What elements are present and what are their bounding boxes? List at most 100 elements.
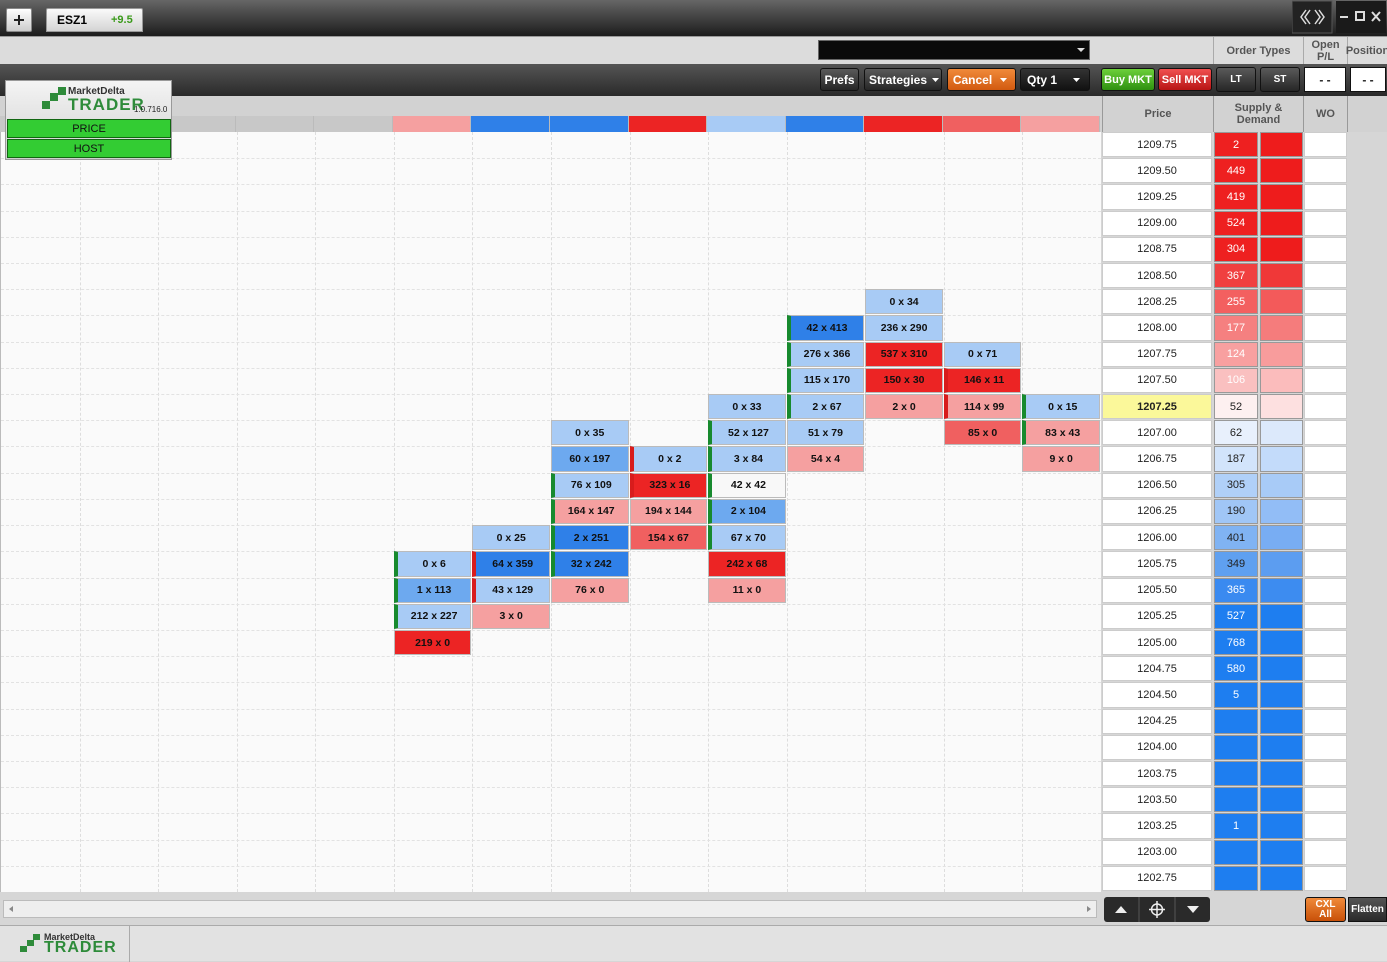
wo-cell[interactable] bbox=[1304, 315, 1347, 341]
wo-cell[interactable] bbox=[1304, 236, 1347, 263]
wo-cell[interactable] bbox=[1304, 577, 1347, 603]
price-cell[interactable]: 1208.50 bbox=[1102, 263, 1212, 289]
footprint-cell: 11 x 0 bbox=[708, 577, 786, 603]
wo-cell[interactable] bbox=[1304, 210, 1347, 236]
wo-cell[interactable] bbox=[1304, 787, 1347, 813]
price-cell[interactable]: 1203.00 bbox=[1102, 839, 1212, 865]
wo-cell[interactable] bbox=[1304, 525, 1347, 551]
wo-cell[interactable] bbox=[1304, 263, 1347, 289]
supply-demand-cell: 62 bbox=[1214, 420, 1258, 446]
lt-button[interactable]: LT bbox=[1216, 67, 1256, 92]
supply-demand-cell: 177 bbox=[1214, 315, 1258, 341]
wo-cell[interactable] bbox=[1304, 551, 1347, 577]
price-ladder: 1209.75 2 1209.50 449 1209.25 419 1209.00 524 12… bbox=[1101, 132, 1387, 892]
price-cell[interactable]: 1208.00 bbox=[1102, 315, 1212, 341]
grid-line bbox=[315, 132, 317, 892]
supply-demand-cell: 401 bbox=[1214, 525, 1258, 551]
price-cell[interactable]: 1204.50 bbox=[1102, 682, 1212, 708]
price-cell[interactable]: 1209.50 bbox=[1102, 158, 1212, 184]
wo-cell[interactable] bbox=[1304, 708, 1347, 734]
price-cell[interactable]: 1209.75 bbox=[1102, 132, 1212, 158]
flatten-button[interactable]: Flatten bbox=[1348, 897, 1387, 922]
wo-cell[interactable] bbox=[1304, 498, 1347, 525]
grid-line bbox=[1, 263, 1101, 265]
supply-demand-bar bbox=[1260, 210, 1303, 236]
account-dropdown[interactable] bbox=[818, 40, 1090, 60]
sell-market-button[interactable]: Sell MKT bbox=[1158, 68, 1212, 91]
wo-cell[interactable] bbox=[1304, 656, 1347, 682]
footprint-cell: 64 x 359 bbox=[472, 551, 550, 577]
wo-cell[interactable] bbox=[1304, 839, 1347, 865]
wo-cell[interactable] bbox=[1304, 760, 1347, 787]
strategies-button[interactable]: Strategies bbox=[864, 68, 942, 91]
price-cell[interactable]: 1203.75 bbox=[1102, 760, 1212, 787]
price-status-button[interactable]: PRICE bbox=[7, 119, 171, 138]
order-types-header: Order Types bbox=[1213, 37, 1303, 64]
cancel-all-button[interactable]: CXL All bbox=[1305, 897, 1346, 922]
price-cell[interactable]: 1206.75 bbox=[1102, 446, 1212, 472]
buy-market-button[interactable]: Buy MKT bbox=[1101, 68, 1155, 91]
wo-cell[interactable] bbox=[1304, 158, 1347, 184]
footprint-cell: 83 x 43 bbox=[1022, 420, 1100, 446]
grid-line bbox=[236, 132, 238, 892]
wo-cell[interactable] bbox=[1304, 289, 1347, 315]
cancel-button[interactable]: Cancel bbox=[947, 68, 1016, 91]
horizontal-scrollbar[interactable] bbox=[3, 900, 1097, 918]
host-status-button[interactable]: HOST bbox=[7, 139, 171, 158]
grid-line bbox=[865, 132, 867, 892]
wo-cell[interactable] bbox=[1304, 813, 1347, 839]
wo-cell[interactable] bbox=[1304, 446, 1347, 472]
price-cell[interactable]: 1206.50 bbox=[1102, 472, 1212, 498]
wo-cell[interactable] bbox=[1304, 472, 1347, 498]
price-cell[interactable]: 1209.00 bbox=[1102, 210, 1212, 236]
price-cell[interactable]: 1207.25 bbox=[1102, 394, 1212, 420]
tab-change: +9.5 bbox=[111, 14, 133, 26]
wo-cell[interactable] bbox=[1304, 865, 1347, 891]
price-cell[interactable]: 1205.75 bbox=[1102, 551, 1212, 577]
price-cell[interactable]: 1207.50 bbox=[1102, 367, 1212, 394]
wo-cell[interactable] bbox=[1304, 394, 1347, 420]
supply-demand-bar bbox=[1260, 472, 1303, 498]
price-cell[interactable]: 1205.25 bbox=[1102, 603, 1212, 629]
wo-cell[interactable] bbox=[1304, 367, 1347, 394]
wo-cell[interactable] bbox=[1304, 184, 1347, 210]
column-header bbox=[785, 116, 865, 132]
supply-demand-bar bbox=[1260, 446, 1303, 472]
wo-cell[interactable] bbox=[1304, 603, 1347, 629]
price-cell[interactable]: 1207.75 bbox=[1102, 341, 1212, 367]
price-cell[interactable]: 1204.75 bbox=[1102, 656, 1212, 682]
st-button[interactable]: ST bbox=[1260, 67, 1300, 92]
qty-button[interactable]: Qty 1 bbox=[1020, 68, 1090, 91]
grid-line bbox=[1, 367, 1101, 369]
supply-demand-cell bbox=[1214, 865, 1258, 891]
price-cell[interactable]: 1203.50 bbox=[1102, 787, 1212, 813]
price-cell[interactable]: 1206.00 bbox=[1102, 525, 1212, 551]
ladder-nav-buttons[interactable] bbox=[1104, 897, 1210, 922]
dropdown-arrow bbox=[1077, 48, 1085, 52]
wo-cell[interactable] bbox=[1304, 682, 1347, 708]
price-cell[interactable]: 1209.25 bbox=[1102, 184, 1212, 210]
price-cell[interactable]: 1207.00 bbox=[1102, 420, 1212, 446]
wo-cell[interactable] bbox=[1304, 629, 1347, 656]
cancel-label: Cancel bbox=[952, 72, 993, 87]
wo-cell[interactable] bbox=[1304, 420, 1347, 446]
price-cell[interactable]: 1208.75 bbox=[1102, 236, 1212, 263]
wo-cell[interactable] bbox=[1304, 734, 1347, 760]
wo-cell[interactable] bbox=[1304, 132, 1347, 158]
add-tab-button[interactable] bbox=[6, 8, 32, 32]
symbol-tab[interactable]: ESZ1 +9.5 bbox=[46, 8, 143, 32]
prefs-button[interactable]: Prefs bbox=[820, 68, 859, 91]
price-cell[interactable]: 1205.50 bbox=[1102, 577, 1212, 603]
price-cell[interactable]: 1208.25 bbox=[1102, 289, 1212, 315]
price-cell[interactable]: 1206.25 bbox=[1102, 498, 1212, 525]
price-cell[interactable]: 1204.00 bbox=[1102, 734, 1212, 760]
footprint-cell: 52 x 127 bbox=[708, 420, 786, 446]
footprint-cell: 0 x 25 bbox=[472, 525, 550, 551]
wo-cell[interactable] bbox=[1304, 341, 1347, 367]
price-cell[interactable]: 1205.00 bbox=[1102, 629, 1212, 656]
footprint-cell: 219 x 0 bbox=[393, 629, 472, 656]
price-cell[interactable]: 1203.25 bbox=[1102, 813, 1212, 839]
price-cell[interactable]: 1202.75 bbox=[1102, 865, 1212, 891]
price-cell[interactable]: 1204.25 bbox=[1102, 708, 1212, 734]
